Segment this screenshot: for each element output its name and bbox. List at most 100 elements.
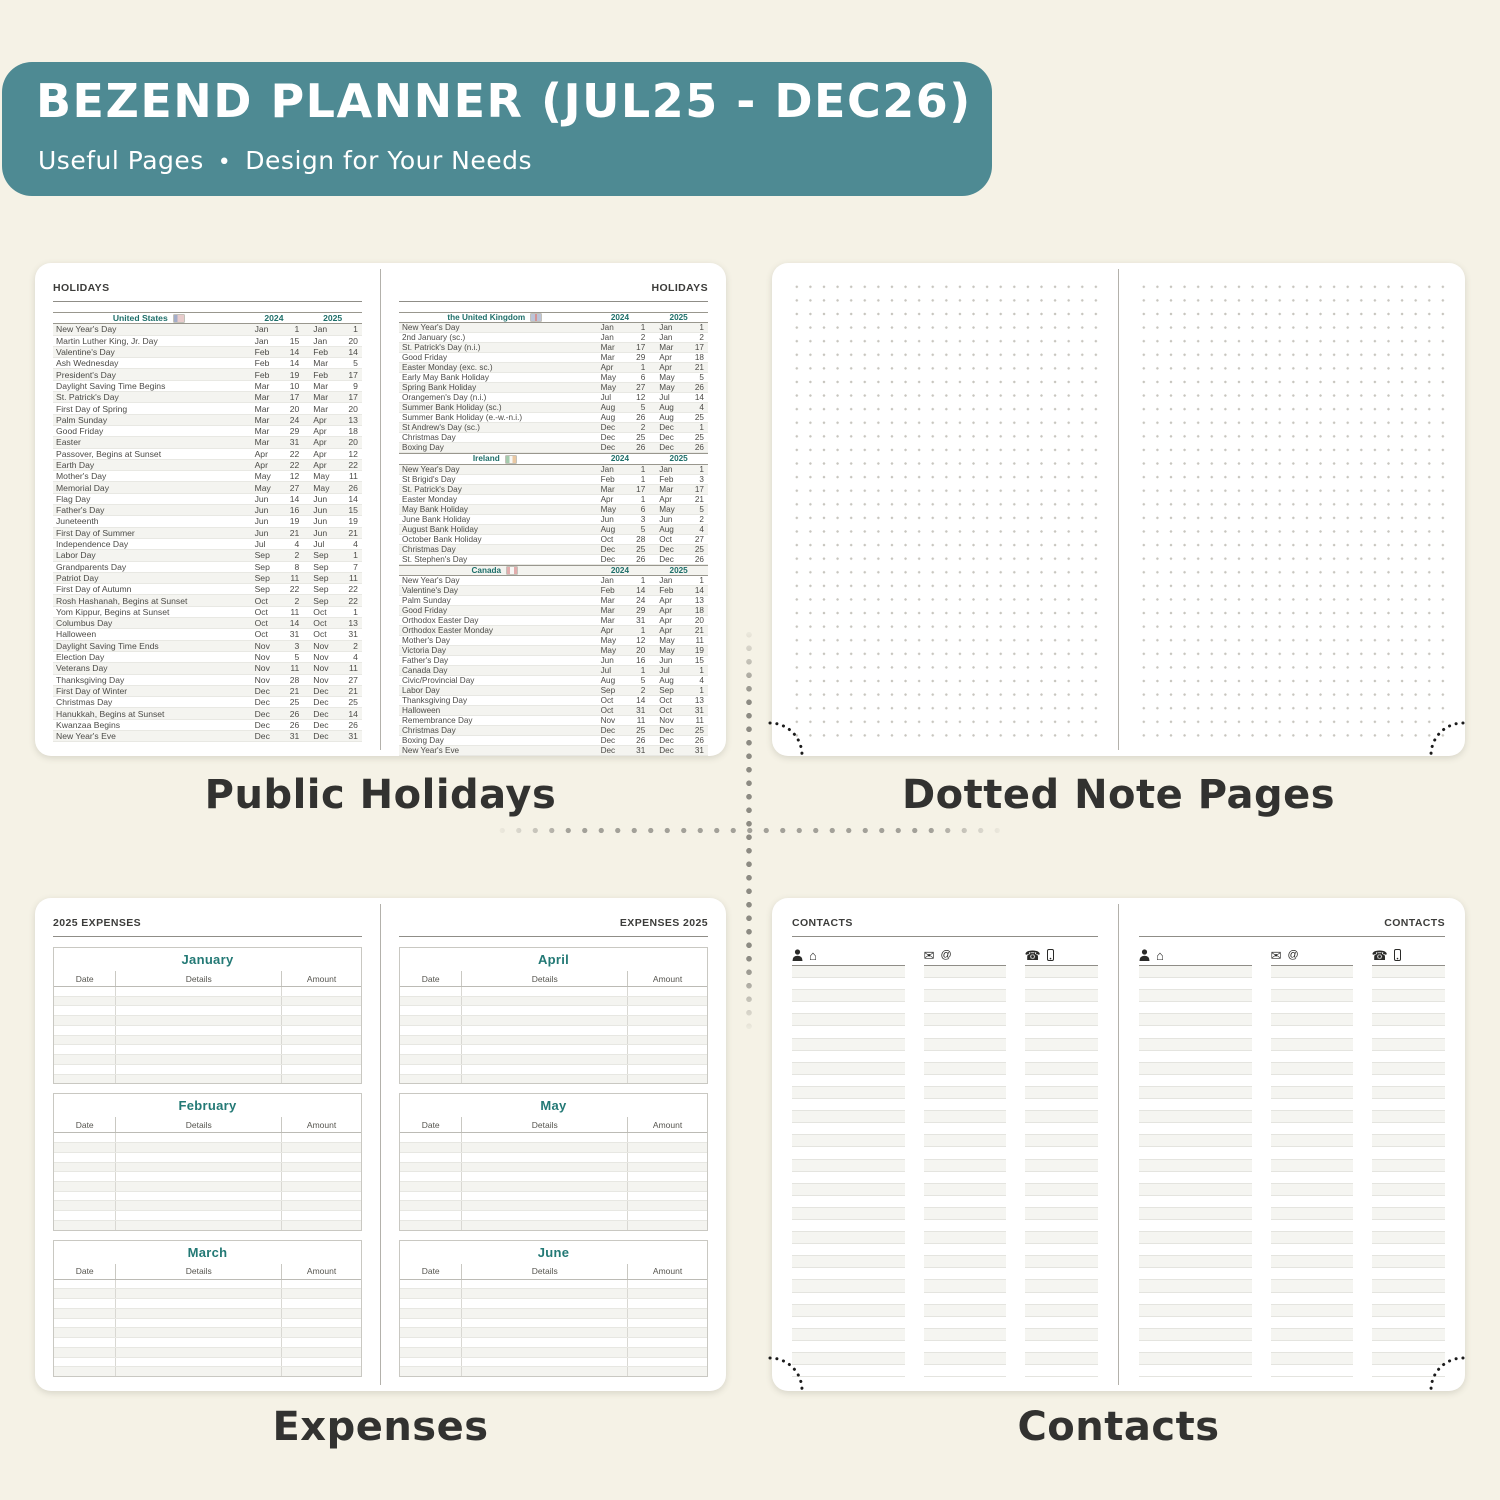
expense-empty-row: [54, 1211, 361, 1221]
ruled-line: [792, 1111, 906, 1124]
ruled-line: [792, 1268, 906, 1281]
ruled-line: [1139, 1365, 1253, 1378]
country-label: Canada: [399, 566, 591, 575]
ruled-line: [1024, 1135, 1098, 1148]
ruled-line: [792, 1256, 906, 1269]
bullet-separator: •: [217, 150, 232, 175]
holiday-row: New Year's Eve Dec 31 Dec 31: [53, 730, 362, 743]
expense-empty-row: [400, 1006, 707, 1017]
holiday-row: Kwanzaa Begins Dec 26 Dec 26: [53, 720, 362, 731]
holiday-row: Christmas Day Dec 25 Dec 25: [399, 544, 708, 555]
holiday-row: Christmas Day Dec 25 Dec 25: [399, 433, 708, 444]
holiday-row: Summer Bank Holiday (e.-w.-n.i.) Aug 26 Aug…: [399, 413, 708, 424]
ruled-line: [1371, 1353, 1445, 1366]
holiday-row: Columbus Day Oct 14 Oct 13: [53, 618, 362, 630]
ruled-line: [1371, 1026, 1445, 1039]
ruled-line: [923, 1256, 1007, 1269]
column-icons: ⌂: [792, 945, 906, 966]
expense-empty-row: [400, 1172, 707, 1182]
ruled-line: [1139, 1280, 1253, 1293]
holiday-row: Canada Day Jul 1 Jul 1: [399, 665, 708, 676]
expense-empty-row: [400, 1045, 707, 1056]
ruled-line: [1270, 1086, 1354, 1100]
dotted-notes-spread: [772, 263, 1465, 756]
country-header-row: Ireland 2024 2025: [399, 453, 708, 465]
page-header: 2025 EXPENSES: [53, 913, 362, 937]
ruled-line: [1024, 990, 1098, 1003]
ruled-line: [1024, 1220, 1098, 1233]
ruled-lines: [1371, 966, 1445, 1378]
divider: [399, 936, 708, 937]
ruled-line: [1139, 1086, 1253, 1100]
ruled-line: [1371, 1147, 1445, 1160]
home-icon: ⌂: [1156, 947, 1164, 963]
ruled-line: [1371, 1172, 1445, 1184]
holidays-spread: HOLIDAYS United States 2024 2025 New Year's…: [35, 263, 726, 756]
ruled-line: [792, 1086, 906, 1100]
ruled-line: [1270, 1014, 1354, 1027]
ruled-line: [1139, 990, 1253, 1003]
ruled-line: [1024, 1099, 1098, 1112]
expense-empty-row: [54, 996, 361, 1007]
ruled-line: [1270, 1123, 1354, 1136]
expense-empty-row: [54, 1299, 361, 1309]
expense-rows: [54, 987, 361, 1084]
ruled-line: [792, 1099, 906, 1112]
ruled-line: [1270, 1365, 1354, 1378]
holiday-row: Hanukkah, Begins at Sunset Dec 26 Dec 14: [53, 708, 362, 720]
ruled-line: [1371, 966, 1445, 979]
ruled-line: [923, 1207, 1007, 1220]
year-header: 2024: [610, 565, 630, 575]
ruled-line: [923, 1353, 1007, 1366]
ruled-line: [1371, 1183, 1445, 1196]
expense-empty-row: [400, 1025, 707, 1036]
year-header: 2025: [669, 565, 688, 575]
expense-empty-row: [400, 1133, 707, 1144]
ruled-line: [1139, 1123, 1253, 1136]
page-header: EXPENSES 2025: [399, 913, 708, 937]
holiday-row: Easter Mar 31 Apr 20: [53, 437, 362, 449]
ruled-line: [1371, 1317, 1445, 1329]
expense-empty-row: [400, 1299, 707, 1309]
ruled-line: [1371, 1268, 1445, 1281]
holiday-row: Election Day Nov 5 Nov 4: [53, 652, 362, 664]
ruled-line: [792, 1244, 906, 1257]
ruled-line: [1371, 1111, 1445, 1124]
holiday-row: Flag Day Jun 14 Jun 14: [53, 494, 362, 506]
holiday-row: St Andrew's Day (sc.) Dec 2 Dec 1: [399, 423, 708, 434]
ruled-line: [1139, 1232, 1253, 1245]
expense-month-title: April: [537, 952, 570, 967]
ruled-line: [923, 1341, 1007, 1353]
ruled-line: [792, 1147, 906, 1160]
ruled-line: [1139, 1051, 1253, 1063]
subtitle-left: Useful Pages: [38, 146, 204, 175]
ruled-line: [792, 1051, 906, 1063]
expense-rows: [54, 1133, 361, 1230]
ruled-line: [792, 1038, 906, 1051]
holiday-row: Civic/Provincial Day Aug 5 Aug 4: [399, 676, 708, 686]
column-icons: ☎: [1024, 945, 1098, 966]
holiday-row: Father's Day Jun 16 Jun 15: [53, 505, 362, 517]
caption-expenses: Expenses: [272, 1404, 489, 1450]
ruled-line: [1139, 1111, 1253, 1124]
holiday-row: Palm Sunday Mar 24 Apr 13: [53, 414, 362, 426]
expense-empty-row: [54, 1318, 361, 1329]
ruled-line: [1024, 1196, 1098, 1208]
holiday-row: Orthodox Easter Day Mar 31 Apr 20: [399, 616, 708, 626]
ruled-line: [923, 1280, 1007, 1293]
expense-column-headers: Date Details Amount: [54, 1117, 361, 1134]
holiday-row: Daylight Saving Time Begins Mar 10 Mar 9: [53, 381, 362, 393]
ruled-line: [1024, 1256, 1098, 1269]
ruled-line: [792, 966, 906, 979]
expense-empty-row: [400, 1318, 707, 1329]
ruled-line: [923, 1099, 1007, 1112]
ruled-line: [1270, 1256, 1354, 1269]
header-banner: BEZEND PLANNER (JUL25 - DEC26) Useful Pa…: [2, 62, 992, 196]
ruled-line: [1270, 1220, 1354, 1233]
year-header: 2025: [323, 313, 343, 324]
ruled-line: [1270, 966, 1354, 979]
mobile-icon: [1393, 949, 1401, 961]
ruled-line: [923, 1365, 1007, 1378]
holiday-row: Orthodox Easter Monday Apr 1 Apr 21: [399, 625, 708, 636]
page-title: HOLIDAYS: [651, 282, 708, 294]
